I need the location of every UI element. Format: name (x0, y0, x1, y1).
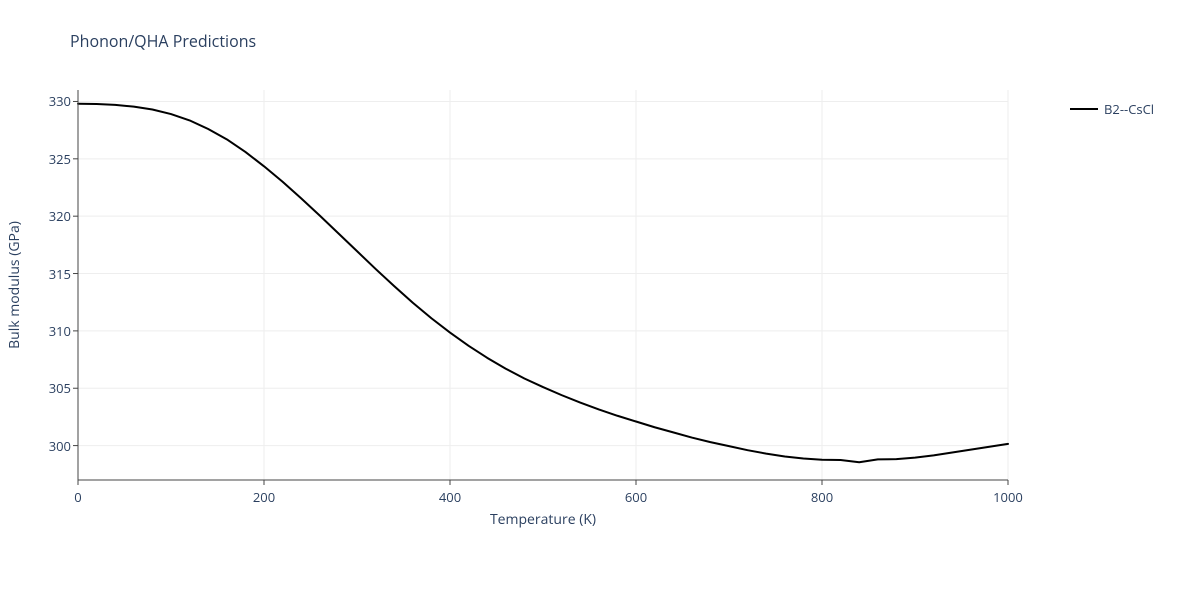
legend-label: B2--CsCl (1104, 100, 1154, 118)
y-tick-label: 330 (33, 92, 71, 110)
y-axis-label: Bulk modulus (GPa) (5, 90, 25, 480)
x-tick-label: 0 (58, 488, 98, 506)
chart-container: Phonon/QHA Predictions Bulk modulus (GPa… (0, 0, 1200, 600)
y-tick-label: 310 (33, 322, 71, 340)
plot-area[interactable] (78, 90, 1008, 480)
x-tick-label: 200 (244, 488, 284, 506)
x-tick-label: 400 (430, 488, 470, 506)
y-tick-label: 305 (33, 379, 71, 397)
y-tick-label: 315 (33, 265, 71, 283)
legend-swatch (1070, 108, 1098, 110)
x-tick-label: 600 (616, 488, 656, 506)
y-tick-label: 325 (33, 150, 71, 168)
chart-title: Phonon/QHA Predictions (70, 30, 256, 52)
x-tick-label: 1000 (988, 488, 1028, 506)
x-tick-label: 800 (802, 488, 842, 506)
plot-svg (78, 90, 1008, 480)
y-tick-label: 300 (33, 437, 71, 455)
legend[interactable]: B2--CsCl (1070, 100, 1154, 118)
x-axis-label: Temperature (K) (78, 510, 1008, 529)
y-tick-label: 320 (33, 207, 71, 225)
